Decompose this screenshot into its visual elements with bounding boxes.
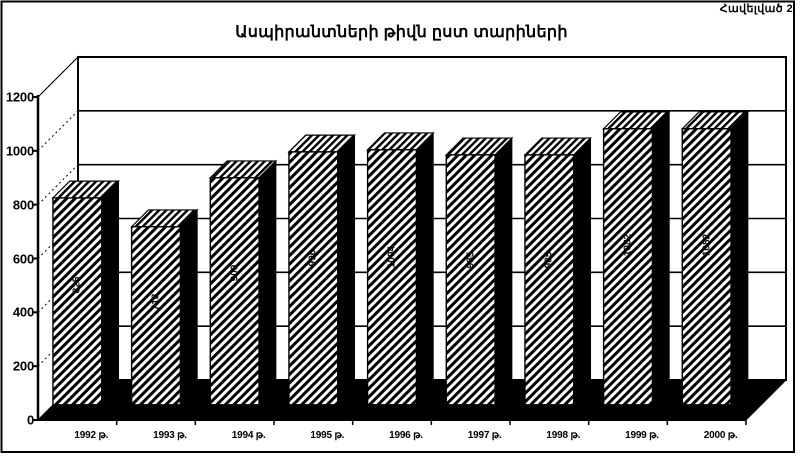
bar xyxy=(523,136,592,407)
y-axis-tick-label: 400 xyxy=(12,304,34,320)
bar xyxy=(444,136,514,407)
chart-border xyxy=(0,0,795,453)
x-axis-tick-label: 1994 թ. xyxy=(231,430,266,441)
x-axis-tick-label: 1995 թ. xyxy=(310,430,345,441)
bar xyxy=(366,131,435,407)
x-axis-tick-label: 1998 թ. xyxy=(546,430,581,441)
bar xyxy=(51,179,120,407)
x-axis-tick-label: 1996 թ. xyxy=(389,430,423,441)
bar-side-face xyxy=(258,159,277,407)
y-axis-tick-label: 200 xyxy=(12,358,34,374)
bar-front-face xyxy=(602,128,654,406)
bar-value-label: 825 xyxy=(71,276,83,294)
bar-side-face xyxy=(651,110,670,407)
y-axis-tick-label: 600 xyxy=(12,251,34,266)
x-axis-tick-label: 1992 թ. xyxy=(74,430,109,441)
x-axis-tick-label: 2000 թ. xyxy=(703,430,738,441)
bar xyxy=(680,110,750,407)
bar-front-face xyxy=(52,197,103,406)
bar xyxy=(208,159,278,407)
bar-value-label: 1004 xyxy=(386,245,398,268)
bar-side-face xyxy=(730,110,749,407)
y-axis-tick-label: 1200 xyxy=(5,89,34,105)
bar-side-face xyxy=(415,131,434,407)
bar-front-face xyxy=(681,128,732,406)
chart-title: Ասպիրանտների թիվն ըստ տարիների xyxy=(235,24,568,41)
gridline-depth-connector xyxy=(37,110,79,152)
x-axis-tick-label: 1999 թ. xyxy=(625,430,659,441)
bar-value-label: 1082 xyxy=(622,233,634,256)
bar-front-face xyxy=(209,177,260,406)
bar-value-label: 718 xyxy=(150,293,162,310)
y-axis-tick-label: 0 xyxy=(26,412,34,428)
bar-front-face xyxy=(524,154,575,406)
x-axis-tick-label: 1997 թ. xyxy=(467,430,502,441)
bar-value-label: 900 xyxy=(229,264,241,282)
bar-value-label: 1082 xyxy=(701,233,713,256)
bar-side-face xyxy=(101,179,120,407)
bar-value-label: 996 xyxy=(307,249,319,267)
bar-front-face xyxy=(445,154,496,406)
bar xyxy=(287,133,356,407)
y-axis-tick-label: 1000 xyxy=(5,143,34,159)
appendix-label: Հավելված 2 xyxy=(719,3,793,15)
bar-front-face xyxy=(130,226,182,406)
bar-side-face xyxy=(179,208,198,407)
bar-value-label: 985 xyxy=(543,251,555,269)
bar-side-face xyxy=(494,136,513,407)
bar-side-face xyxy=(337,133,356,407)
bar-side-face xyxy=(573,136,592,407)
bar xyxy=(602,110,671,407)
bar-front-face xyxy=(366,149,418,406)
bar xyxy=(130,208,199,407)
y-axis-tick-label: 800 xyxy=(12,197,34,213)
x-axis-tick-label: 1993 թ. xyxy=(153,430,187,441)
bar-front-face xyxy=(288,151,339,406)
bar-value-label: 985 xyxy=(465,251,477,269)
